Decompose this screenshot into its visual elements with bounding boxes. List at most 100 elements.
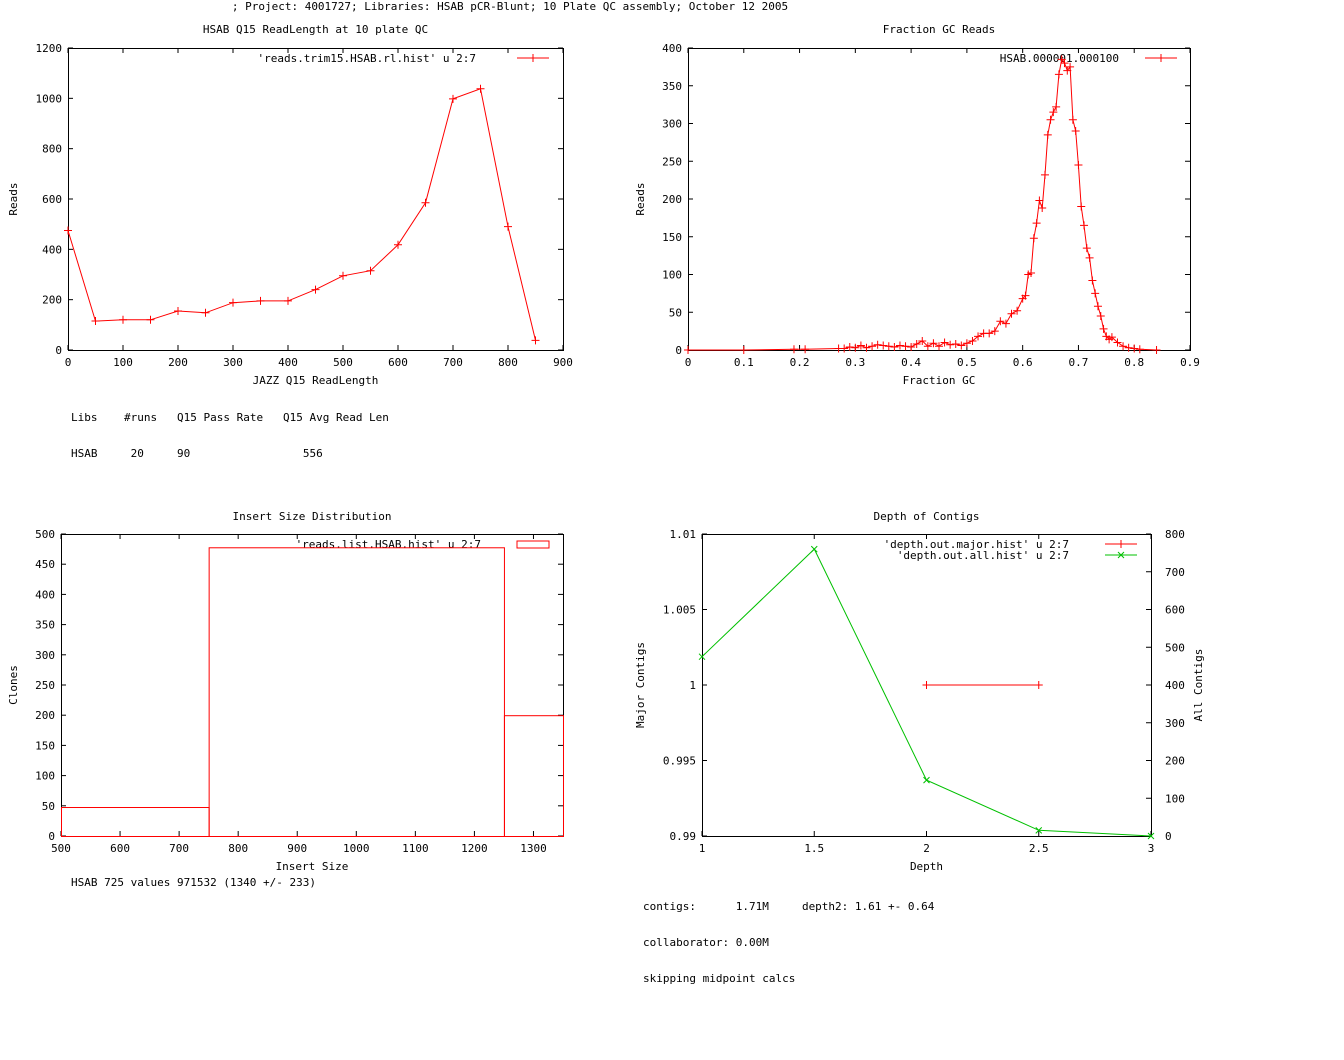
data-point bbox=[968, 336, 977, 345]
data-point bbox=[1080, 221, 1089, 230]
data-point bbox=[91, 317, 100, 326]
data-point bbox=[1043, 130, 1052, 139]
data-point bbox=[974, 332, 983, 341]
data-point bbox=[1082, 244, 1091, 253]
y-tick-label: 400 bbox=[35, 588, 55, 601]
data-point bbox=[1077, 202, 1086, 211]
data-point bbox=[845, 342, 854, 351]
data-point bbox=[922, 681, 931, 689]
x-tick-label: 800 bbox=[228, 842, 248, 855]
data-point bbox=[957, 341, 966, 350]
y-tick-label: 350 bbox=[662, 80, 682, 93]
data-point bbox=[951, 339, 960, 348]
data-point bbox=[366, 266, 375, 275]
x-tick-label: 400 bbox=[278, 356, 298, 369]
x-axis-label: Depth bbox=[910, 860, 943, 873]
data-point bbox=[890, 342, 899, 351]
x-tick-label: 1300 bbox=[520, 842, 547, 855]
y-axis-label: Reads bbox=[7, 182, 20, 215]
y2-tick-label: 800 bbox=[1165, 528, 1185, 541]
data-point bbox=[1032, 219, 1041, 228]
data-point bbox=[1117, 551, 1125, 559]
data-point bbox=[339, 271, 347, 280]
plot-frame bbox=[688, 48, 1191, 351]
data-point bbox=[912, 339, 921, 348]
x-tick-label: 0 bbox=[65, 356, 72, 369]
data-point bbox=[1046, 115, 1055, 124]
data-point bbox=[1068, 115, 1077, 124]
data-point bbox=[1034, 681, 1043, 689]
y-tick-label: 450 bbox=[35, 558, 55, 571]
contig-summary: contigs: 1.71M depth2: 1.61 +- 0.64 coll… bbox=[643, 877, 934, 997]
legend-label: 'depth.out.all.hist' u 2:7 bbox=[897, 549, 1069, 562]
data-point bbox=[1091, 289, 1100, 298]
readlength-stats-table: Libs #runs Q15 Pass Rate Q15 Avg Read Le… bbox=[71, 388, 389, 472]
y-axis-label: Major Contigs bbox=[634, 642, 647, 728]
y-tick-label: 50 bbox=[669, 306, 682, 319]
data-point bbox=[1147, 832, 1155, 840]
data-point bbox=[918, 336, 927, 345]
x-tick-label: 0.8 bbox=[1124, 356, 1144, 369]
y-tick-label: 50 bbox=[42, 800, 55, 813]
data-point bbox=[801, 345, 810, 354]
x-tick-label: 900 bbox=[287, 842, 307, 855]
legend-label: 'reads.trim15.HSAB.rl.hist' u 2:7 bbox=[257, 52, 476, 65]
y2-tick-label: 600 bbox=[1165, 604, 1185, 617]
data-point bbox=[1040, 170, 1049, 179]
x-tick-label: 1200 bbox=[461, 842, 488, 855]
data-point bbox=[873, 340, 882, 349]
data-point bbox=[529, 54, 537, 62]
x-tick-label: 2 bbox=[923, 842, 930, 855]
y-tick-label: 250 bbox=[662, 155, 682, 168]
data-point bbox=[879, 341, 888, 350]
data-point bbox=[394, 240, 402, 249]
x-tick-label: 1.5 bbox=[804, 842, 824, 855]
data-point bbox=[229, 298, 237, 307]
data-point bbox=[1035, 826, 1043, 834]
page-title: ; Project: 4001727; Libraries: HSAB pCR-… bbox=[231, 0, 789, 13]
data-point bbox=[1135, 345, 1144, 354]
data-point bbox=[64, 226, 72, 235]
x-tick-label: 0.7 bbox=[1069, 356, 1089, 369]
data-point bbox=[1001, 319, 1010, 328]
data-point bbox=[840, 344, 849, 353]
x-tick-label: 600 bbox=[110, 842, 130, 855]
y-tick-label: 200 bbox=[42, 294, 62, 307]
x-tick-label: 900 bbox=[553, 356, 573, 369]
y-tick-label: 400 bbox=[42, 243, 62, 256]
data-point bbox=[923, 776, 930, 784]
stats-header-libs: Libs bbox=[71, 411, 98, 424]
histogram-bar bbox=[61, 807, 210, 837]
x-tick-label: 800 bbox=[498, 356, 518, 369]
series-insert-0: 'reads.list.HSAB.hist' u 2:7 bbox=[61, 538, 564, 838]
stats-libs: HSAB bbox=[71, 447, 98, 460]
data-point bbox=[1021, 291, 1030, 300]
x-tick-label: 100 bbox=[113, 356, 133, 369]
y-tick-label: 0.99 bbox=[670, 830, 697, 843]
y2-tick-label: 0 bbox=[1165, 830, 1172, 843]
data-point bbox=[1074, 161, 1083, 170]
chart-title: Depth of Contigs bbox=[874, 510, 980, 523]
x-tick-label: 0.2 bbox=[790, 356, 810, 369]
x-tick-label: 3 bbox=[1148, 842, 1155, 855]
data-point bbox=[201, 308, 210, 317]
y-tick-label: 350 bbox=[35, 619, 55, 632]
data-point bbox=[851, 343, 860, 352]
data-point bbox=[311, 285, 320, 294]
x-axis-label: Fraction GC bbox=[903, 374, 976, 387]
data-point bbox=[996, 317, 1005, 326]
x-tick-label: 700 bbox=[169, 842, 189, 855]
data-point bbox=[1007, 309, 1016, 318]
plot-frame bbox=[68, 48, 564, 351]
y-tick-label: 0 bbox=[55, 344, 62, 357]
y-tick-label: 0.995 bbox=[663, 755, 696, 768]
data-point bbox=[868, 342, 877, 351]
series-line bbox=[688, 58, 1157, 351]
chart-title: Fraction GC Reads bbox=[883, 23, 996, 36]
y2-tick-label: 100 bbox=[1165, 792, 1185, 805]
y-tick-label: 0 bbox=[675, 344, 682, 357]
data-point bbox=[284, 296, 292, 305]
data-point bbox=[1096, 312, 1105, 321]
data-point bbox=[810, 545, 818, 553]
